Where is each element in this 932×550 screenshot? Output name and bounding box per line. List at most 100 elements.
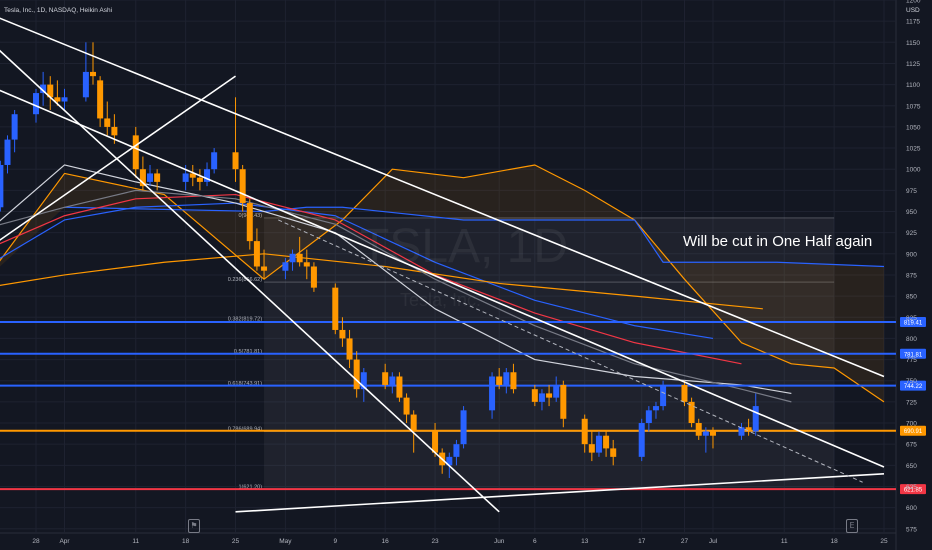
symbol-title: Tesla, Inc., 1D, NASDAQ, Heikin Ashi (4, 7, 112, 14)
x-tick-label: 6 (533, 538, 537, 545)
fib-level-label: 0.236(866.62) (228, 277, 262, 283)
candle-body (104, 118, 111, 127)
candle-body (47, 84, 54, 98)
level-price-tag (900, 380, 926, 391)
candle-body (196, 177, 203, 182)
series-ma-red (0, 193, 742, 365)
candle-body (489, 376, 496, 411)
candle-body (346, 338, 353, 360)
x-tick-label: Apr (59, 538, 70, 545)
candle-body (581, 418, 588, 445)
y-tick-label: 625 (906, 484, 917, 491)
y-tick-label: 600 (906, 505, 917, 512)
x-tick-label: 17 (638, 538, 646, 545)
watermark-ticker: TSLA, 1D (360, 220, 568, 273)
candle-body (33, 93, 39, 115)
x-tick-label: 27 (681, 538, 689, 545)
trendline (0, 49, 500, 513)
candle-body (709, 431, 716, 436)
candle-body (403, 397, 410, 415)
candle-body (553, 384, 560, 398)
trendline (235, 472, 885, 513)
flag-icon[interactable]: ⚑ (188, 519, 200, 533)
candle-body (560, 384, 567, 419)
y-tick-label: 750 (906, 378, 917, 385)
trendline (0, 89, 885, 468)
y-tick-label: 1150 (906, 40, 920, 47)
horizontal-levels[interactable]: 819.41 781.81 744.22 690.91 621.85 (0, 316, 926, 495)
y-tick-label: 800 (906, 336, 917, 343)
candle-body (0, 164, 4, 208)
y-tick-label: 875 (906, 272, 917, 279)
projection-line (278, 219, 863, 483)
fib-level-label: 0.786(689.94) (228, 427, 262, 433)
candle-body (702, 431, 709, 436)
level-price-label: 690.91 (904, 429, 923, 435)
currency-label: USD (906, 7, 920, 14)
candle-body (261, 266, 268, 271)
y-tick-label: 975 (906, 188, 917, 195)
candle-body (503, 372, 510, 385)
level-price-tag (900, 348, 926, 359)
candle-body (453, 444, 460, 457)
candle-body (396, 376, 403, 398)
trendlines[interactable] (0, 13, 885, 513)
candle-body (432, 431, 439, 453)
time-axis[interactable]: 28 Apr 11 18 25 May 9 16 23 Jun 6 13 17 27 Jul 11 18 25 (32, 538, 888, 545)
candle-body (296, 253, 303, 263)
y-tick-label: 725 (906, 399, 917, 406)
x-tick-label: 28 (32, 538, 40, 545)
x-tick-label: 18 (831, 538, 839, 545)
candle-body (147, 173, 154, 182)
level-price-tag (900, 316, 926, 327)
trendline (0, 17, 885, 378)
candle-body (603, 435, 610, 449)
candle-body (132, 135, 139, 170)
candle-body (339, 329, 346, 339)
y-tick-label: 1050 (906, 124, 921, 131)
x-tick-label: 11 (132, 538, 139, 545)
candle-body (382, 372, 389, 385)
candle-body (752, 406, 759, 432)
candle-body (588, 444, 595, 453)
x-tick-label: 11 (781, 538, 788, 545)
series-ma-gray (0, 189, 792, 403)
candle-body (460, 410, 467, 445)
candle-body (389, 376, 396, 385)
annotation-text[interactable]: Will be cut in One Half again (683, 233, 873, 250)
watermark-subtitle: Tesla, Inc. (400, 290, 481, 310)
candle-body (652, 406, 659, 411)
candle-body (61, 97, 68, 102)
y-tick-label: 850 (906, 294, 917, 301)
candle-body (239, 169, 246, 204)
candle-body (139, 169, 146, 187)
x-tick-label: 18 (182, 538, 190, 545)
y-tick-label: 1200 (906, 0, 921, 5)
candle-body (204, 169, 211, 182)
level-price-tag (900, 484, 926, 495)
fib-level-label: 0.382(819.72) (228, 317, 262, 323)
level-price-label: 781.81 (904, 352, 923, 358)
y-tick-label: 775 (906, 357, 917, 364)
eye-icon[interactable]: E (846, 519, 858, 533)
candle-body (638, 423, 645, 457)
y-tick-label: 1125 (906, 61, 920, 68)
candle-body (189, 173, 196, 178)
series-ma-orange (0, 253, 763, 310)
price-axis[interactable]: 575 600 625 650 675 700 725 750 775 800 825 850 875 9… (906, 0, 921, 533)
candle-body (410, 414, 417, 432)
candle-body (645, 410, 652, 424)
candle-body (353, 359, 360, 390)
candle-body (695, 423, 702, 436)
candle-body (310, 266, 317, 288)
y-tick-label: 675 (906, 442, 917, 449)
candle-body (40, 84, 47, 94)
candle-body (4, 139, 11, 165)
candle-body (11, 114, 18, 140)
y-tick-label: 900 (906, 251, 917, 258)
x-tick-label: 9 (333, 538, 337, 545)
candle-body (496, 376, 503, 385)
candle-body (595, 435, 602, 453)
x-tick-label: 13 (581, 538, 589, 545)
